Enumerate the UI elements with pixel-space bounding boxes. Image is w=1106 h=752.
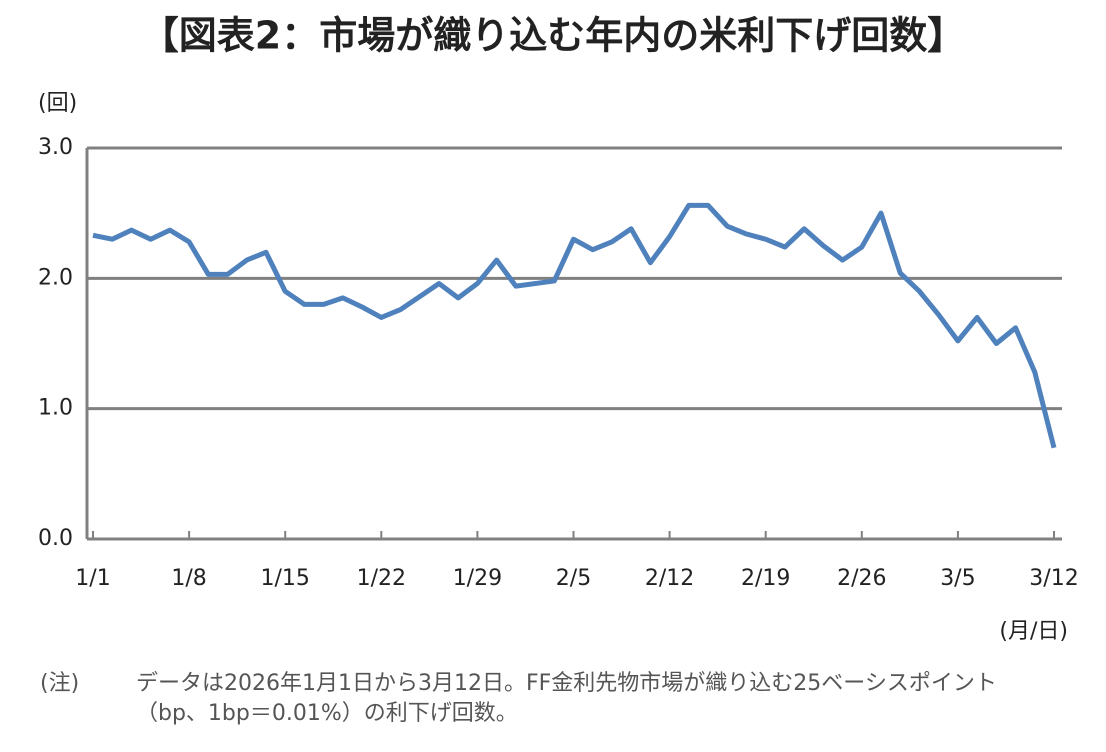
x-tick-label: 1/8 (171, 566, 206, 591)
x-tick-label: 2/12 (645, 566, 694, 591)
x-axis-label: (月/日) (999, 619, 1068, 644)
y-tick-label: 3.0 (38, 135, 73, 160)
note-label: (注) (40, 671, 79, 696)
note-text: （bp、1bp＝0.01%）の利下げ回数。 (136, 701, 518, 726)
x-tick-label: 2/19 (741, 566, 790, 591)
x-tick-label: 3/5 (940, 566, 975, 591)
data-line (92, 202, 1057, 449)
y-tick-label: 1.0 (38, 396, 73, 421)
chart-title: 【図表2：市場が織り込む年内の米利下げ回数】 (141, 14, 965, 58)
x-tick-label: 1/15 (260, 566, 309, 591)
y-tick-label: 0.0 (38, 526, 73, 551)
x-tick-label: 1/22 (357, 566, 406, 591)
y-axis-label: (回) (38, 91, 77, 116)
x-tick-label: 2/5 (556, 566, 591, 591)
x-tick-label: 2/26 (837, 566, 886, 591)
x-tick-label: 1/29 (453, 566, 502, 591)
y-tick-label: 2.0 (38, 265, 73, 290)
x-tick-label: 1/1 (75, 566, 110, 591)
note-text: データは2026年1月1日から3月12日。FF金利先物市場が織り込む25ベーシス… (136, 671, 997, 696)
x-tick-label: 3/12 (1029, 566, 1078, 591)
